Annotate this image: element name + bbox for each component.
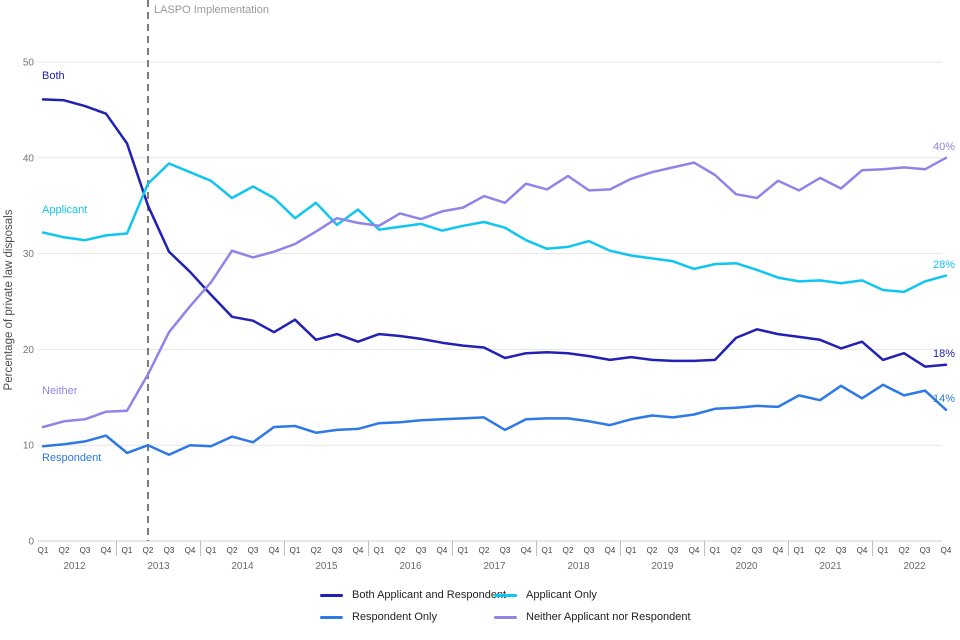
series-end-label-respondent: 14%	[932, 393, 955, 405]
series-inline-label-respondent: Respondent	[42, 452, 102, 464]
x-tick-quarter-label: Q3	[500, 546, 511, 555]
x-tick-quarter-label: Q4	[521, 546, 532, 555]
x-tick-quarter-label: Q1	[878, 546, 889, 555]
legend-item-both: Both Applicant and Respondent	[320, 589, 506, 601]
x-tick-year-label: 2016	[399, 561, 422, 572]
x-tick-quarter-label: Q2	[311, 546, 322, 555]
x-tick-year-label: 2017	[483, 561, 506, 572]
x-tick-quarter-label: Q2	[59, 546, 70, 555]
x-tick-quarter-label: Q3	[332, 546, 343, 555]
x-tick-quarter-label: Q1	[374, 546, 385, 555]
x-tick-year-label: 2018	[567, 561, 590, 572]
series-line-both	[41, 98, 948, 368]
x-tick-quarter-label: Q1	[710, 546, 721, 555]
series-end-label-neither: 40%	[932, 141, 955, 153]
x-tick-quarter-label: Q3	[248, 546, 259, 555]
x-tick-year-label: 2019	[651, 561, 674, 572]
legend-swatch-applicant	[494, 593, 517, 597]
x-tick-quarter-label: Q2	[563, 546, 574, 555]
series-inline-label-applicant: Applicant	[42, 204, 88, 216]
x-tick-year-label: 2020	[735, 561, 758, 572]
x-tick-quarter-label: Q4	[437, 546, 448, 555]
x-tick-quarter-label: Q4	[101, 546, 112, 555]
x-tick-year-label: 2014	[231, 561, 254, 572]
x-tick-quarter-label: Q1	[626, 546, 637, 555]
legend-item-neither: Neither Applicant nor Respondent	[494, 611, 691, 623]
y-tick-label: 0	[28, 537, 34, 548]
x-tick-quarter-label: Q4	[185, 546, 196, 555]
x-tick-quarter-label: Q2	[815, 546, 826, 555]
y-axis-title: Percentage of private law disposals	[3, 209, 15, 391]
x-tick-quarter-label: Q4	[269, 546, 280, 555]
series-inline-label-neither: Neither	[42, 385, 78, 397]
legend-label-respondent: Respondent Only	[352, 611, 437, 623]
series-line-applicant	[41, 162, 948, 294]
x-tick-year-label: 2022	[903, 561, 926, 572]
series-end-label-applicant: 28%	[932, 259, 955, 271]
legend-label-applicant: Applicant Only	[526, 589, 597, 601]
x-tick-quarter-label: Q2	[899, 546, 910, 555]
x-tick-quarter-label: Q3	[668, 546, 679, 555]
y-tick-label: 40	[23, 153, 35, 164]
legend-swatch-neither	[494, 615, 517, 619]
x-tick-quarter-label: Q4	[689, 546, 700, 555]
x-tick-quarter-label: Q4	[353, 546, 364, 555]
x-tick-quarter-label: Q2	[731, 546, 742, 555]
x-tick-year-label: 2021	[819, 561, 842, 572]
y-tick-label: 20	[23, 345, 35, 356]
x-tick-quarter-label: Q2	[479, 546, 490, 555]
x-tick-year-label: 2015	[315, 561, 338, 572]
x-tick-quarter-label: Q3	[920, 546, 931, 555]
x-tick-quarter-label: Q1	[542, 546, 553, 555]
x-tick-quarter-label: Q2	[227, 546, 238, 555]
x-tick-quarter-label: Q2	[395, 546, 406, 555]
x-tick-quarter-label: Q3	[80, 546, 91, 555]
series-line-respondent	[41, 383, 948, 457]
legend-label-neither: Neither Applicant nor Respondent	[526, 611, 691, 623]
x-tick-quarter-label: Q4	[605, 546, 616, 555]
x-tick-quarter-label: Q2	[647, 546, 658, 555]
x-tick-quarter-label: Q1	[38, 546, 49, 555]
x-tick-quarter-label: Q3	[164, 546, 175, 555]
legend: Both Applicant and Respondent Applicant …	[320, 589, 691, 623]
series-end-label-both: 18%	[932, 348, 955, 360]
series-inline-label-both: Both	[42, 70, 65, 82]
x-tick-quarter-label: Q4	[773, 546, 784, 555]
x-tick-quarter-label: Q1	[794, 546, 805, 555]
x-tick-quarter-label: Q3	[752, 546, 763, 555]
legend-item-applicant: Applicant Only	[494, 589, 691, 601]
legend-item-respondent: Respondent Only	[320, 611, 494, 623]
x-tick-quarter-label: Q3	[416, 546, 427, 555]
x-tick-quarter-label: Q2	[143, 546, 154, 555]
x-tick-year-label: 2013	[147, 561, 170, 572]
x-tick-year-label: 2012	[63, 561, 86, 572]
y-tick-label: 10	[23, 441, 35, 452]
series-line-neither	[41, 156, 948, 429]
x-tick-quarter-label: Q1	[122, 546, 133, 555]
laspo-annotation-label: LASPO Implementation	[154, 4, 269, 16]
legend-label-both: Both Applicant and Respondent	[352, 589, 507, 601]
x-tick-quarter-label: Q3	[584, 546, 595, 555]
x-tick-quarter-label: Q4	[941, 546, 952, 555]
x-tick-quarter-label: Q1	[206, 546, 217, 555]
legend-swatch-both	[320, 593, 343, 597]
y-tick-label: 50	[23, 58, 35, 69]
x-tick-quarter-label: Q1	[458, 546, 469, 555]
legend-swatch-respondent	[320, 615, 343, 619]
y-tick-label: 30	[23, 249, 35, 260]
x-tick-quarter-label: Q1	[290, 546, 301, 555]
x-tick-quarter-label: Q4	[857, 546, 868, 555]
x-tick-quarter-label: Q3	[836, 546, 847, 555]
